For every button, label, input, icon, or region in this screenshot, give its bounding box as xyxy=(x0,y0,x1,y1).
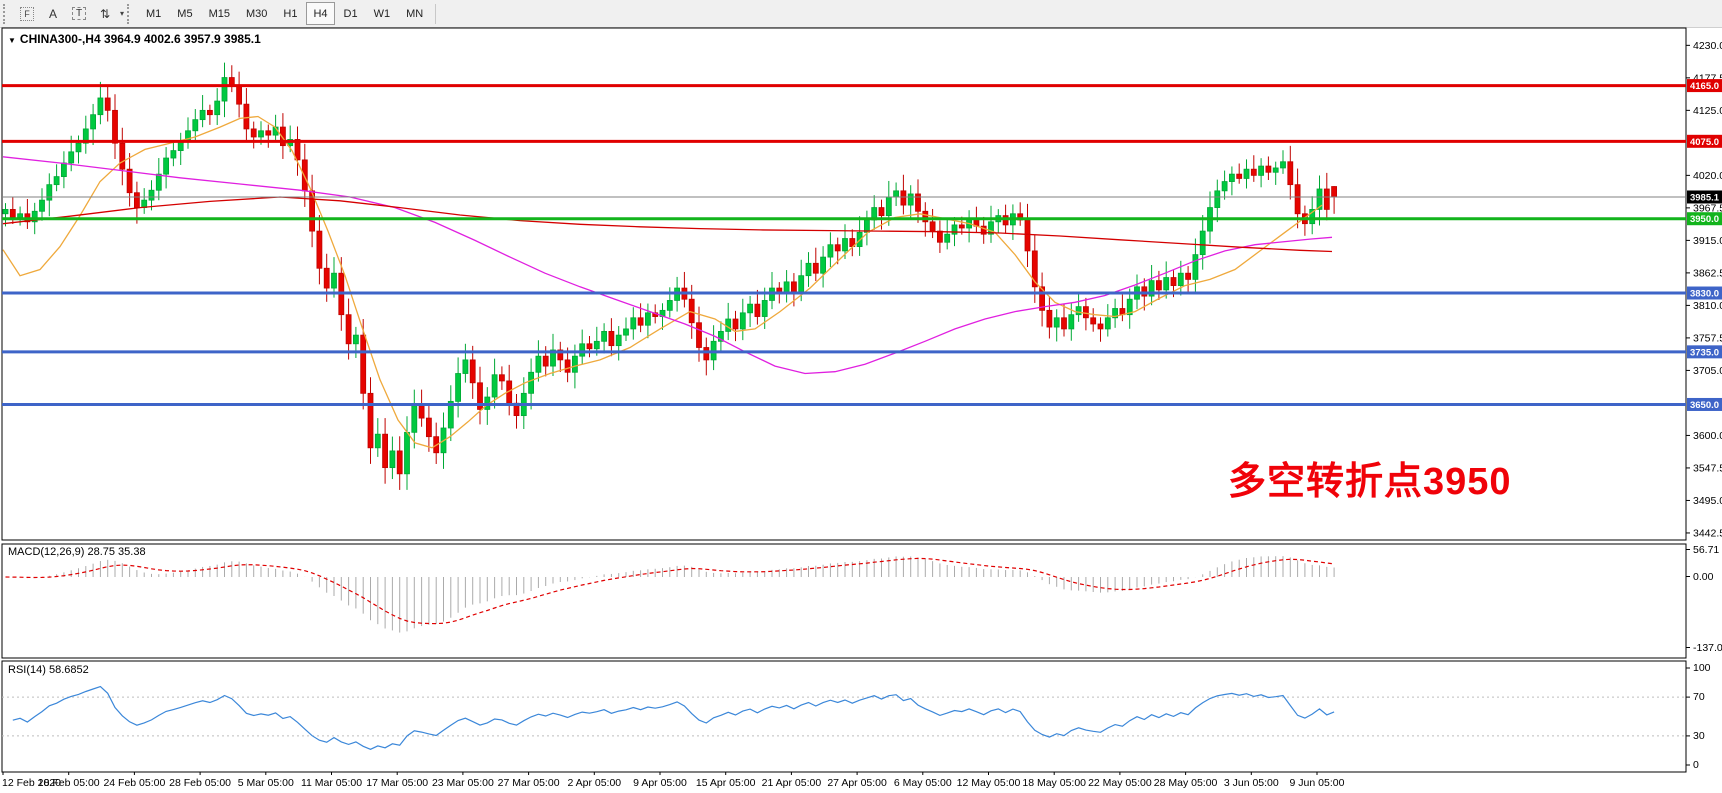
svg-text:17 Mar 05:00: 17 Mar 05:00 xyxy=(366,777,428,789)
svg-text:27 Mar 05:00: 27 Mar 05:00 xyxy=(498,777,560,789)
timeframe-buttons-group: M1 M5 M15 M30 H1 H4 D1 W1 MN xyxy=(138,2,431,25)
text-box-icon[interactable]: T xyxy=(67,2,91,25)
timeframe-button-mn[interactable]: MN xyxy=(406,7,424,20)
text-label-icon: A xyxy=(48,6,57,21)
svg-text:3757.5: 3757.5 xyxy=(1693,332,1722,344)
timeframe-button-m5[interactable]: M5 xyxy=(177,7,193,20)
svg-text:28 Feb 05:00: 28 Feb 05:00 xyxy=(169,777,231,789)
svg-text:21 Apr 05:00: 21 Apr 05:00 xyxy=(762,777,822,789)
svg-text:3950.0: 3950.0 xyxy=(1690,214,1719,225)
svg-text:27 Apr 05:00: 27 Apr 05:00 xyxy=(827,777,887,789)
timeframe-button-m30[interactable]: M30 xyxy=(245,7,268,20)
svg-text:11 Mar 05:00: 11 Mar 05:00 xyxy=(301,777,362,789)
svg-text:100: 100 xyxy=(1693,662,1711,674)
svg-text:3 Jun 05:00: 3 Jun 05:00 xyxy=(1224,777,1279,789)
svg-text:4075.0: 4075.0 xyxy=(1690,137,1719,148)
svg-text:9 Jun 05:00: 9 Jun 05:00 xyxy=(1290,777,1345,789)
timeframe-button-h1[interactable]: H1 xyxy=(283,7,298,20)
price-chart-canvas[interactable]: 4230.04177.54125.04020.03967.53915.03862… xyxy=(0,27,1722,793)
svg-text:15 Apr 05:00: 15 Apr 05:00 xyxy=(696,777,756,789)
svg-text:3495.0: 3495.0 xyxy=(1693,495,1722,507)
chart-title: ▼ CHINA300-,H4 3964.9 4002.6 3957.9 3985.… xyxy=(8,32,261,46)
chart-title-text: CHINA300-,H4 3964.9 4002.6 3957.9 3985.1 xyxy=(19,32,261,46)
toolbar-separator xyxy=(435,3,437,24)
drawing-tools-group: F A T ⇅ ▾ xyxy=(14,2,124,25)
svg-text:3810.0: 3810.0 xyxy=(1693,300,1722,312)
svg-text:0: 0 xyxy=(1693,759,1699,771)
chart-window[interactable]: 4230.0 4177.5 4125.0 4020.0 3967.5 3915.0 3862… xyxy=(0,27,1722,793)
svg-text:12 May 05:00: 12 May 05:00 xyxy=(957,777,1021,789)
svg-text:4230.0: 4230.0 xyxy=(1693,40,1722,52)
svg-text:18 May 05:00: 18 May 05:00 xyxy=(1022,777,1086,789)
svg-text:2 Apr 05:00: 2 Apr 05:00 xyxy=(567,777,621,789)
svg-text:3650.0: 3650.0 xyxy=(1690,400,1719,411)
chart-title-caret-icon[interactable]: ▼ xyxy=(8,36,16,45)
toolbar-grip-handle-2[interactable] xyxy=(127,3,135,24)
svg-text:70: 70 xyxy=(1693,691,1705,703)
svg-text:28 May 05:00: 28 May 05:00 xyxy=(1154,777,1218,789)
text-label-icon[interactable]: A xyxy=(41,2,65,25)
svg-text:5 Mar 05:00: 5 Mar 05:00 xyxy=(238,777,294,789)
svg-text:0.00: 0.00 xyxy=(1693,571,1714,583)
svg-text:3985.1: 3985.1 xyxy=(1690,192,1720,203)
svg-text:4020.0: 4020.0 xyxy=(1693,170,1722,182)
svg-text:3547.5: 3547.5 xyxy=(1693,462,1722,474)
svg-text:3862.5: 3862.5 xyxy=(1693,267,1722,279)
svg-text:30: 30 xyxy=(1693,730,1705,742)
svg-text:4165.0: 4165.0 xyxy=(1690,81,1719,92)
svg-text:22 May 05:00: 22 May 05:00 xyxy=(1088,777,1152,789)
macd-indicator-label: MACD(12,26,9) 28.75 35.38 xyxy=(8,546,146,558)
svg-text:56.71: 56.71 xyxy=(1693,544,1719,556)
template-f-icon: F xyxy=(20,6,34,21)
svg-text:3915.0: 3915.0 xyxy=(1693,235,1722,247)
timeframe-button-m1[interactable]: M1 xyxy=(146,7,162,20)
svg-text:24 Feb 05:00: 24 Feb 05:00 xyxy=(103,777,165,789)
timeframe-button-d1[interactable]: D1 xyxy=(343,7,358,20)
svg-text:12 Feb 2020: 12 Feb 2020 xyxy=(2,777,61,789)
cycle-arrows-icon[interactable]: ⇅ xyxy=(93,2,117,25)
svg-text:3735.0: 3735.0 xyxy=(1690,347,1719,358)
top-toolbar: F A T ⇅ ▾ M1 M5 M15 M30 H1 H4 D1 W1 MN xyxy=(0,0,1722,28)
toolbar-grip-handle[interactable] xyxy=(3,3,11,24)
timeframe-button-h4[interactable]: H4 xyxy=(306,2,335,25)
svg-text:18 Feb 05:00: 18 Feb 05:00 xyxy=(38,777,100,789)
svg-text:23 Mar 05:00: 23 Mar 05:00 xyxy=(432,777,494,789)
tools-dropdown-caret-icon[interactable]: ▾ xyxy=(120,9,125,18)
cycle-arrows-icon: ⇅ xyxy=(99,6,111,21)
template-f-icon[interactable]: F xyxy=(15,2,39,25)
svg-text:4125.0: 4125.0 xyxy=(1693,105,1722,117)
svg-text:6 May 05:00: 6 May 05:00 xyxy=(894,777,952,789)
svg-text:3830.0: 3830.0 xyxy=(1690,289,1719,300)
svg-text:9 Apr 05:00: 9 Apr 05:00 xyxy=(633,777,687,789)
svg-text:3442.5: 3442.5 xyxy=(1693,527,1722,539)
chart-annotation-text: 多空转折点3950 xyxy=(1228,461,1512,503)
svg-text:3967.5: 3967.5 xyxy=(1693,202,1722,214)
timeframe-button-w1[interactable]: W1 xyxy=(373,7,391,20)
svg-text:3705.0: 3705.0 xyxy=(1693,365,1722,377)
rsi-indicator-label: RSI(14) 58.6852 xyxy=(8,664,89,676)
text-box-icon: T xyxy=(71,7,87,20)
svg-text:-137.01: -137.01 xyxy=(1693,642,1722,654)
timeframe-button-m15[interactable]: M15 xyxy=(208,7,230,20)
svg-text:3600.0: 3600.0 xyxy=(1693,430,1722,442)
